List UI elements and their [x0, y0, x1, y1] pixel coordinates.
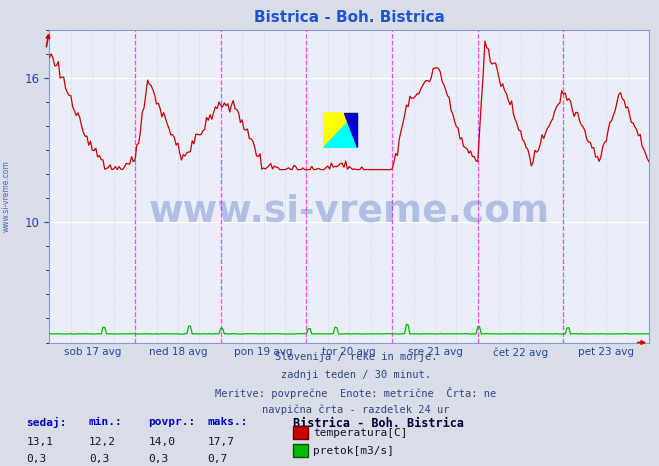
Text: povpr.:: povpr.: — [148, 417, 196, 427]
Text: temperatura[C]: temperatura[C] — [313, 428, 407, 438]
Text: zadnji teden / 30 minut.: zadnji teden / 30 minut. — [281, 370, 431, 379]
Text: maks.:: maks.: — [208, 417, 248, 427]
Text: 13,1: 13,1 — [26, 437, 53, 446]
Text: Bistrica - Boh. Bistrica: Bistrica - Boh. Bistrica — [293, 417, 464, 430]
Text: www.si-vreme.com: www.si-vreme.com — [149, 193, 550, 229]
Title: Bistrica - Boh. Bistrica: Bistrica - Boh. Bistrica — [254, 10, 445, 25]
Text: pretok[m3/s]: pretok[m3/s] — [313, 445, 394, 456]
Text: 0,7: 0,7 — [208, 454, 228, 464]
Text: min.:: min.: — [89, 417, 123, 427]
Text: www.si-vreme.com: www.si-vreme.com — [2, 160, 11, 232]
Text: Meritve: povprečne  Enote: metrične  Črta: ne: Meritve: povprečne Enote: metrične Črta:… — [215, 387, 496, 399]
Text: 0,3: 0,3 — [26, 454, 47, 464]
Text: navpična črta - razdelek 24 ur: navpična črta - razdelek 24 ur — [262, 405, 449, 416]
Polygon shape — [324, 113, 357, 147]
Polygon shape — [343, 113, 357, 147]
Text: Slovenija / reke in morje.: Slovenija / reke in morje. — [275, 352, 437, 362]
Text: 17,7: 17,7 — [208, 437, 235, 446]
Polygon shape — [324, 113, 357, 147]
Text: 14,0: 14,0 — [148, 437, 175, 446]
Text: 12,2: 12,2 — [89, 437, 116, 446]
Text: 0,3: 0,3 — [148, 454, 169, 464]
Text: sedaj:: sedaj: — [26, 417, 67, 428]
Text: 0,3: 0,3 — [89, 454, 109, 464]
